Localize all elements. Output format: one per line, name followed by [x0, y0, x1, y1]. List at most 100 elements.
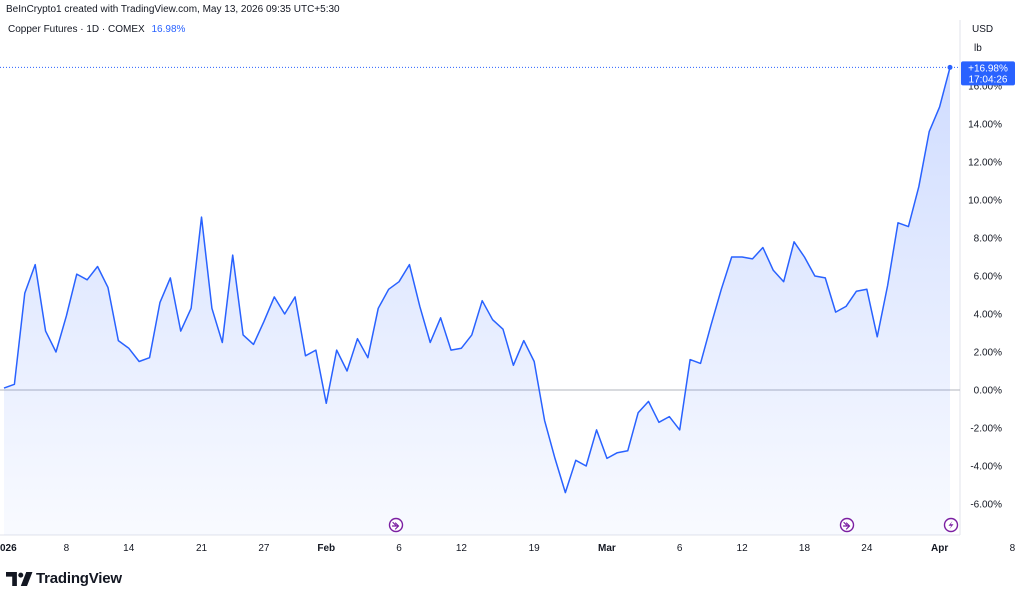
data-point[interactable]	[209, 305, 215, 311]
data-point[interactable]	[937, 104, 943, 110]
data-point[interactable]	[271, 294, 277, 300]
arrow-right-circle-icon[interactable]	[839, 517, 855, 533]
data-point[interactable]	[791, 239, 797, 245]
data-point[interactable]	[479, 298, 485, 304]
data-point[interactable]	[323, 400, 329, 406]
data-point[interactable]	[500, 326, 506, 332]
data-point[interactable]	[905, 224, 911, 230]
data-point[interactable]	[916, 184, 922, 190]
data-point[interactable]	[178, 328, 184, 334]
data-point[interactable]	[438, 315, 444, 321]
data-point[interactable]	[656, 419, 662, 425]
data-point[interactable]	[188, 305, 194, 311]
tradingview-brand[interactable]: TradingView	[6, 570, 122, 587]
data-point[interactable]	[22, 290, 28, 296]
data-point[interactable]	[458, 345, 464, 351]
data-point[interactable]	[63, 313, 69, 319]
data-point[interactable]	[230, 252, 236, 258]
data-point[interactable]	[240, 332, 246, 338]
data-point[interactable]	[406, 262, 412, 268]
data-point[interactable]	[95, 264, 101, 270]
data-point[interactable]	[573, 457, 579, 463]
data-point[interactable]	[698, 360, 704, 366]
data-point[interactable]	[396, 279, 402, 285]
data-point[interactable]	[417, 303, 423, 309]
data-point[interactable]	[365, 355, 371, 361]
last-value-label[interactable]: +16.98% 17:04:26	[961, 61, 1015, 86]
data-point[interactable]	[427, 340, 433, 346]
data-point[interactable]	[84, 277, 90, 283]
data-point[interactable]	[895, 220, 901, 226]
data-point[interactable]	[874, 334, 880, 340]
data-point[interactable]	[853, 288, 859, 294]
data-point[interactable]	[74, 271, 80, 277]
data-point[interactable]	[43, 328, 49, 334]
data-point[interactable]	[635, 410, 641, 416]
data-point[interactable]	[11, 381, 17, 387]
data-point[interactable]	[594, 427, 600, 433]
data-point[interactable]	[864, 286, 870, 292]
data-point[interactable]	[801, 254, 807, 260]
data-point[interactable]	[344, 368, 350, 374]
data-point[interactable]	[885, 283, 891, 289]
data-point[interactable]	[386, 286, 392, 292]
data-point[interactable]	[199, 214, 205, 220]
data-point[interactable]	[833, 309, 839, 315]
chart-legend[interactable]: Copper Futures · 1D · COMEX 16.98%	[8, 24, 185, 35]
currency-label[interactable]: USD	[972, 24, 994, 35]
data-point[interactable]	[115, 338, 121, 344]
data-point[interactable]	[749, 256, 755, 262]
data-point[interactable]	[718, 286, 724, 292]
data-point[interactable]	[250, 341, 256, 347]
data-point[interactable]	[604, 455, 610, 461]
data-point[interactable]	[105, 284, 111, 290]
data-point[interactable]	[334, 347, 340, 353]
data-point[interactable]	[469, 332, 475, 338]
data-point[interactable]	[822, 275, 828, 281]
data-point[interactable]	[167, 275, 173, 281]
data-point[interactable]	[1, 385, 7, 391]
data-point[interactable]	[531, 359, 537, 365]
data-point[interactable]	[739, 254, 745, 260]
data-point[interactable]	[490, 317, 496, 323]
data-point[interactable]	[53, 349, 59, 355]
data-point[interactable]	[261, 319, 267, 325]
data-point[interactable]	[666, 414, 672, 420]
data-point[interactable]	[292, 294, 298, 300]
data-point[interactable]	[136, 359, 142, 365]
data-point[interactable]	[926, 129, 932, 135]
data-point[interactable]	[354, 336, 360, 342]
data-point[interactable]	[552, 455, 558, 461]
data-point[interactable]	[282, 311, 288, 317]
data-point[interactable]	[448, 347, 454, 353]
data-point[interactable]	[521, 338, 527, 344]
data-point[interactable]	[510, 362, 516, 368]
data-point[interactable]	[812, 273, 818, 279]
lightning-circle-icon[interactable]	[943, 517, 959, 533]
unit-label[interactable]: lb	[974, 43, 982, 54]
data-point[interactable]	[583, 463, 589, 469]
data-point[interactable]	[760, 245, 766, 251]
data-point[interactable]	[542, 417, 548, 423]
data-point[interactable]	[302, 353, 308, 359]
data-point[interactable]	[313, 347, 319, 353]
data-point[interactable]	[677, 427, 683, 433]
data-point[interactable]	[687, 357, 693, 363]
data-point[interactable]	[562, 490, 568, 496]
data-point[interactable]	[157, 300, 163, 306]
data-point[interactable]	[375, 305, 381, 311]
data-point[interactable]	[646, 398, 652, 404]
arrow-right-circle-icon[interactable]	[388, 517, 404, 533]
data-point[interactable]	[843, 303, 849, 309]
data-point[interactable]	[708, 322, 714, 328]
data-point[interactable]	[126, 345, 132, 351]
data-point[interactable]	[781, 279, 787, 285]
data-point[interactable]	[729, 254, 735, 260]
data-point[interactable]	[147, 355, 153, 361]
data-point[interactable]	[770, 267, 776, 273]
data-point[interactable]	[32, 262, 38, 268]
data-point[interactable]	[625, 448, 631, 454]
data-point[interactable]	[614, 450, 620, 456]
data-point[interactable]	[219, 340, 225, 346]
